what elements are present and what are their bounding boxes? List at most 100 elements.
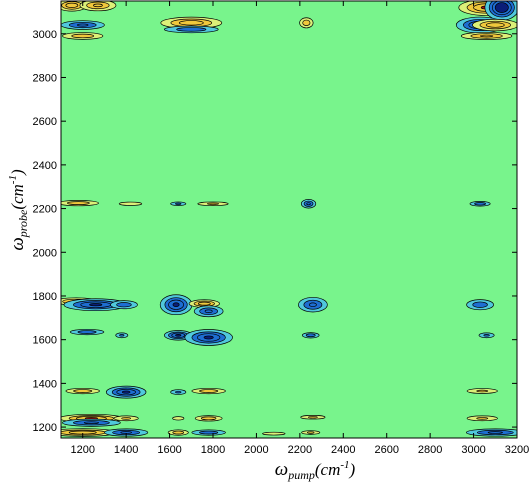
contour-level <box>308 416 318 419</box>
contour-level <box>121 417 131 420</box>
y-axis-label: ωprobe(cm-1) <box>7 169 30 251</box>
negative-peak <box>301 332 320 339</box>
negative-peak <box>298 297 328 313</box>
negative-peak <box>184 329 233 346</box>
contour-level <box>199 430 219 435</box>
contour-level <box>118 201 143 206</box>
negative-peak <box>466 299 494 311</box>
contour-level <box>204 309 213 313</box>
x-tick-label: 2000 <box>244 444 268 456</box>
positive-peak <box>197 201 229 206</box>
positive-peak <box>118 201 143 206</box>
contour-level <box>93 3 103 8</box>
contour-level <box>175 390 182 394</box>
positive-peak <box>460 31 513 40</box>
contour-level <box>483 334 490 337</box>
contour-level <box>306 431 315 434</box>
plot-frame <box>60 0 518 439</box>
positive-peak <box>79 1 117 12</box>
y-tick-label: 2200 <box>33 204 57 216</box>
positive-peak <box>61 200 99 207</box>
y-tick-label: 1200 <box>33 422 57 434</box>
positive-peak <box>466 415 498 422</box>
negative-peak <box>170 389 187 395</box>
y-tick-label: 1400 <box>33 378 57 390</box>
negative-peak <box>104 428 149 437</box>
contour-layer <box>61 1 517 437</box>
negative-peak <box>300 199 317 209</box>
negative-peak <box>61 20 105 30</box>
negative-peak <box>193 305 224 318</box>
negative-peak <box>163 25 219 34</box>
contour-level <box>305 333 316 338</box>
positive-peak <box>472 18 517 32</box>
contour-level <box>302 19 311 26</box>
positive-peak <box>191 387 226 395</box>
positive-peak <box>62 32 104 40</box>
contour-level <box>262 431 286 436</box>
positive-peak <box>113 415 139 422</box>
y-tick-label: 1800 <box>33 291 57 303</box>
y-tick-label: 3000 <box>33 29 57 41</box>
contour-level <box>472 301 488 308</box>
x-tick-label: 3000 <box>461 444 485 456</box>
negative-peak <box>469 201 491 207</box>
positive-peak <box>167 429 189 436</box>
positive-peak <box>194 415 223 422</box>
positive-peak <box>300 415 326 420</box>
contour-level <box>67 201 90 205</box>
contour-level <box>207 202 219 205</box>
contour-level <box>485 22 505 28</box>
negative-peak <box>69 328 105 336</box>
contour-level <box>76 23 89 27</box>
x-tick-label: 2400 <box>331 444 355 456</box>
contour-level <box>476 417 489 420</box>
y-tick-label: 2600 <box>33 116 57 128</box>
x-axis-label: ωpump(cm-1) <box>275 459 356 482</box>
positive-peak <box>299 17 314 29</box>
contour-level <box>178 20 204 26</box>
contour-level <box>306 202 311 206</box>
x-axis-ticks: 1200 1400 1600 1800 2000 2200 2400 2600 2800 3000… <box>70 1 529 456</box>
x-tick-label: 2800 <box>418 444 442 456</box>
contour-level <box>83 421 99 424</box>
x-tick-label: 2200 <box>288 444 312 456</box>
contour-level <box>474 202 486 206</box>
contour-level <box>476 389 489 393</box>
negative-peak <box>110 300 138 310</box>
contour-level <box>308 302 317 307</box>
contour-level <box>199 389 219 393</box>
contour-level <box>487 431 503 434</box>
y-tick-label: 2400 <box>33 160 57 172</box>
x-tick-label: 1200 <box>70 444 94 456</box>
contour-level <box>71 33 95 39</box>
contour-level <box>203 335 214 340</box>
negative-peak <box>63 298 128 312</box>
contour-level <box>197 301 211 306</box>
negative-peak <box>170 201 187 206</box>
contour-level <box>89 303 103 307</box>
negative-peak <box>484 1 517 21</box>
positive-peak <box>301 430 321 435</box>
plot-background <box>61 1 517 438</box>
x-tick-label: 2600 <box>374 444 398 456</box>
contour-level <box>172 430 185 435</box>
x-tick-label: 1800 <box>201 444 225 456</box>
contour-level <box>121 390 131 394</box>
contour-level <box>172 302 180 308</box>
contour-level <box>494 2 509 13</box>
positive-peak <box>172 416 185 421</box>
negative-peak <box>466 428 517 437</box>
contour-level <box>479 34 494 38</box>
positive-peak <box>65 387 100 395</box>
negative-peak <box>105 385 147 399</box>
y-tick-label: 2800 <box>33 72 57 84</box>
contour-level <box>172 416 185 421</box>
contour-level <box>73 389 93 393</box>
negative-peak <box>62 418 121 427</box>
contour-level <box>119 334 125 337</box>
contour-level <box>175 334 182 337</box>
negative-peak <box>478 332 495 339</box>
positive-peak <box>262 431 286 436</box>
y-axis-ticks: 1200 1400 1600 1800 2000 2200 2400 2600 2800 3000 <box>33 29 517 434</box>
